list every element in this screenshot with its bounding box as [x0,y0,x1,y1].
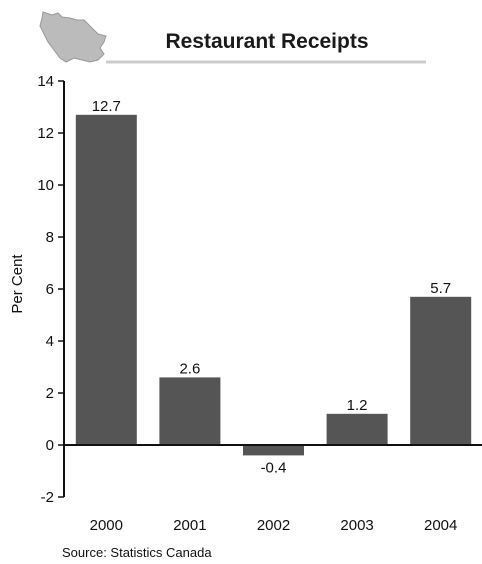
bar-value-labels: 12.7 2.6 -0.4 1.2 5.7 [92,98,451,477]
x-tick-label: 2004 [424,517,457,534]
bar-2002 [243,445,304,456]
chart-title: Restaurant Receipts [165,30,368,53]
bars [75,114,472,456]
bar-value-label: 1.2 [347,397,368,414]
y-tick-label: 6 [46,281,54,298]
bar-value-label: 2.6 [179,360,200,377]
bar-value-label: 12.7 [92,98,121,115]
y-axis-ticks: -2 0 2 4 6 8 10 12 14 [37,73,64,506]
y-tick-label: 0 [46,437,54,454]
bar-2001 [159,377,221,445]
y-tick-label: 10 [37,177,54,194]
bar-value-label: -0.4 [261,459,287,476]
x-tick-label: 2002 [257,517,290,534]
bar-value-label: 5.7 [430,280,451,297]
bar-2004 [410,296,472,445]
x-tick-label: 2003 [340,517,373,534]
source-note: Source: Statistics Canada [62,545,212,560]
bar-2000 [75,114,137,446]
y-tick-label: 8 [46,229,54,246]
new-brunswick-map-icon [39,11,107,63]
bar-2003 [326,413,388,445]
y-tick-label: -2 [41,489,54,506]
y-tick-label: 4 [46,333,54,350]
y-tick-label: 12 [37,125,54,142]
x-axis-ticks: 2000 2001 2002 2003 2004 [90,517,458,534]
y-tick-label: 2 [46,385,54,402]
x-tick-label: 2001 [173,517,206,534]
y-axis-label: Per Cent [9,254,26,314]
x-tick-label: 2000 [90,517,123,534]
y-tick-label: 14 [37,73,54,90]
